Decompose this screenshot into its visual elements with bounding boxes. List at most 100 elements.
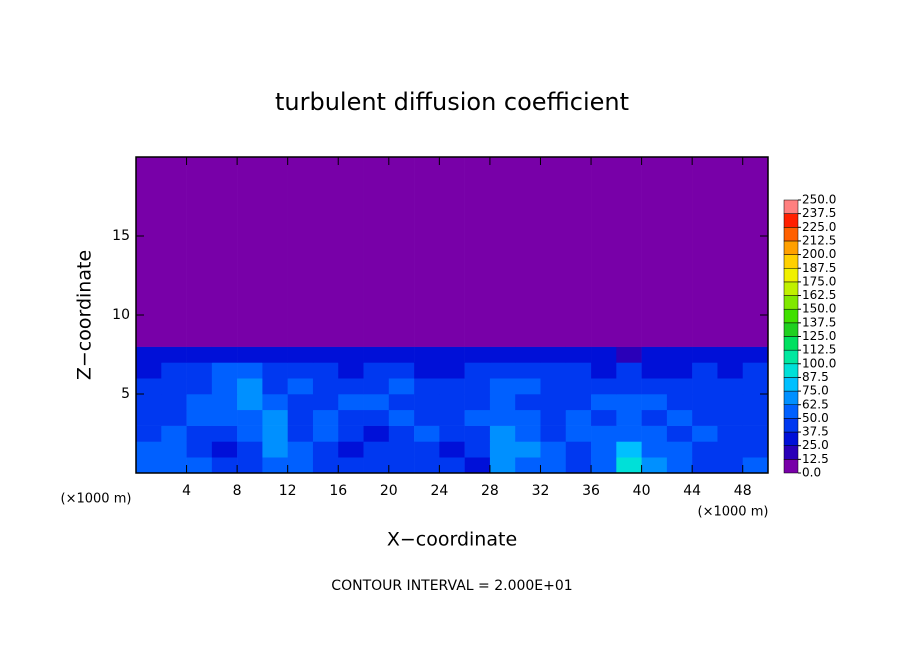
- field-cell: [439, 394, 465, 411]
- field-cell: [211, 378, 238, 395]
- field-cell: [641, 362, 668, 379]
- colorbar-label: 25.0: [802, 438, 829, 452]
- field-cell: [464, 157, 491, 347]
- field-cell: [439, 362, 465, 379]
- colorbar-label: 75.0: [802, 384, 829, 398]
- field-cell: [591, 425, 617, 442]
- field-cell: [591, 409, 617, 426]
- field-cell: [692, 394, 718, 411]
- field-cell: [262, 346, 288, 363]
- x-tick-label: 12: [279, 483, 297, 499]
- colorbar-label: 237.5: [802, 206, 836, 220]
- field-cell: [161, 409, 187, 426]
- colorbar-swatch: [783, 254, 799, 269]
- field-cell: [565, 394, 592, 411]
- field-cell: [338, 362, 364, 379]
- field-cell: [591, 362, 617, 379]
- field-cell: [312, 425, 339, 442]
- field-cell: [489, 457, 516, 474]
- field-cell: [161, 157, 187, 347]
- field-cell: [186, 441, 213, 458]
- field-cell: [489, 425, 516, 442]
- field-cell: [363, 157, 390, 347]
- field-cell: [211, 457, 238, 474]
- field-cell: [666, 346, 693, 363]
- colorbar-swatch: [783, 377, 799, 392]
- field-cell: [287, 394, 314, 411]
- field-cell: [692, 157, 718, 347]
- field-cell: [287, 362, 314, 379]
- field-cell: [616, 457, 642, 474]
- field-cell: [414, 409, 440, 426]
- y-tick-label: 10: [112, 307, 130, 323]
- y-axis-label: Z−coordinate: [74, 250, 96, 380]
- colorbar-label: 175.0: [802, 274, 836, 288]
- field-cell: [641, 157, 668, 347]
- colorbar-label: 200.0: [802, 247, 836, 261]
- field-cell: [540, 441, 567, 458]
- field-cell: [742, 394, 769, 411]
- footer-note: CONTOUR INTERVAL = 2.000E+01: [331, 578, 572, 594]
- field-cell: [717, 346, 744, 363]
- field-cell: [616, 346, 642, 363]
- field-cell: [363, 362, 390, 379]
- field-cell: [338, 346, 364, 363]
- field-cell: [464, 346, 491, 363]
- colorbar-swatch: [783, 227, 799, 242]
- field-cell: [742, 157, 769, 347]
- field-cell: [540, 425, 567, 442]
- field-cell: [717, 378, 744, 395]
- colorbar-swatch: [783, 404, 799, 419]
- field-cell: [540, 394, 567, 411]
- field-cell: [388, 457, 415, 474]
- field-cell: [641, 441, 668, 458]
- x-tick-label: 32: [532, 483, 550, 499]
- field-cell: [363, 346, 390, 363]
- field-cell: [641, 425, 668, 442]
- field-cell: [388, 394, 415, 411]
- field-cell: [540, 362, 567, 379]
- x-tick-label: 28: [481, 483, 499, 499]
- field-cell: [237, 441, 263, 458]
- field-cell: [237, 394, 263, 411]
- field-cell: [211, 441, 238, 458]
- colorbar-label: 137.5: [802, 315, 836, 329]
- x-tick-label: 24: [430, 483, 448, 499]
- field-cell: [489, 157, 516, 347]
- field-cell: [742, 425, 769, 442]
- field-cell: [489, 409, 516, 426]
- field-cell: [136, 457, 162, 474]
- field-cell: [717, 409, 744, 426]
- field-cell: [692, 362, 718, 379]
- field-cell: [237, 457, 263, 474]
- colorbar-swatch: [783, 295, 799, 310]
- field-cell: [540, 157, 567, 347]
- field-cell: [338, 394, 364, 411]
- field-cell: [136, 425, 162, 442]
- field-cell: [287, 378, 314, 395]
- field-cell: [616, 378, 642, 395]
- field-cell: [666, 457, 693, 474]
- field-cell: [464, 409, 491, 426]
- field-cell: [439, 457, 465, 474]
- field-cell: [591, 346, 617, 363]
- field-cell: [211, 362, 238, 379]
- field-cell: [388, 441, 415, 458]
- field-cell: [262, 457, 288, 474]
- field-cell: [262, 425, 288, 442]
- field-cell: [161, 394, 187, 411]
- field-cell: [666, 441, 693, 458]
- field-cell: [388, 362, 415, 379]
- field-cell: [262, 409, 288, 426]
- field-cell: [262, 157, 288, 347]
- field-cell: [211, 425, 238, 442]
- field-cell: [565, 362, 592, 379]
- field-cell: [515, 157, 541, 347]
- field-cell: [692, 425, 718, 442]
- field-cell: [591, 394, 617, 411]
- colorbar-swatch: [783, 308, 799, 324]
- colorbar-label: 100.0: [802, 356, 836, 370]
- field-cell: [616, 409, 642, 426]
- field-cell: [515, 346, 541, 363]
